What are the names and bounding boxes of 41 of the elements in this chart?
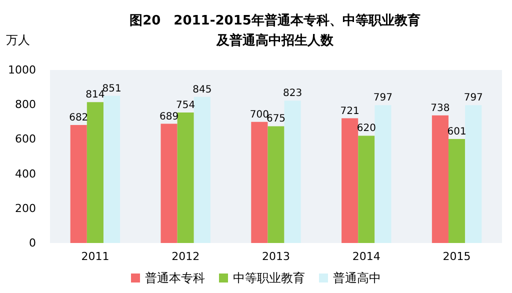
data-label: 814 (86, 90, 105, 101)
bar (177, 112, 194, 243)
x-tick-label: 2014 (352, 250, 380, 263)
legend-label: 普通本专科 (145, 271, 205, 285)
data-label: 851 (102, 83, 122, 94)
x-tick-label: 2013 (262, 250, 290, 263)
legend-label: 中等职业教育 (233, 271, 305, 285)
y-tick-label: 1000 (8, 64, 36, 76)
data-label: 823 (283, 88, 302, 100)
y-tick-label: 800 (15, 98, 36, 112)
x-tick-label: 2015 (442, 250, 471, 263)
bar (342, 118, 358, 243)
y-tick-label: 200 (15, 202, 36, 215)
bar (465, 105, 482, 243)
bar (160, 124, 178, 243)
bar (268, 126, 284, 243)
bar (284, 100, 301, 243)
bar (103, 96, 120, 243)
data-label: 754 (176, 100, 196, 112)
bar (448, 139, 466, 243)
data-label: 845 (192, 84, 212, 96)
x-tick-label: 2011 (81, 250, 110, 263)
data-label: 797 (373, 92, 393, 104)
chart-title: 图20 2011-2015年普通本专科、中等职业教育及普通高中招生人数 (130, 12, 420, 48)
data-label: 797 (464, 92, 483, 104)
y-axis-title: 万人 (6, 33, 30, 47)
data-label: 675 (266, 114, 286, 125)
bar (251, 122, 268, 243)
bar (358, 136, 375, 243)
y-tick-label: 0 (29, 236, 36, 250)
bar (86, 102, 104, 243)
legend-label: 普通高中 (333, 271, 381, 285)
bar (374, 105, 392, 243)
y-tick-label: 400 (15, 167, 36, 180)
bar (70, 125, 87, 243)
x-tick-label: 2012 (172, 250, 200, 263)
bar (432, 115, 449, 243)
data-label: 721 (340, 106, 360, 117)
y-tick-label: 600 (15, 132, 36, 146)
data-label: 738 (430, 102, 450, 114)
bar (194, 96, 210, 243)
